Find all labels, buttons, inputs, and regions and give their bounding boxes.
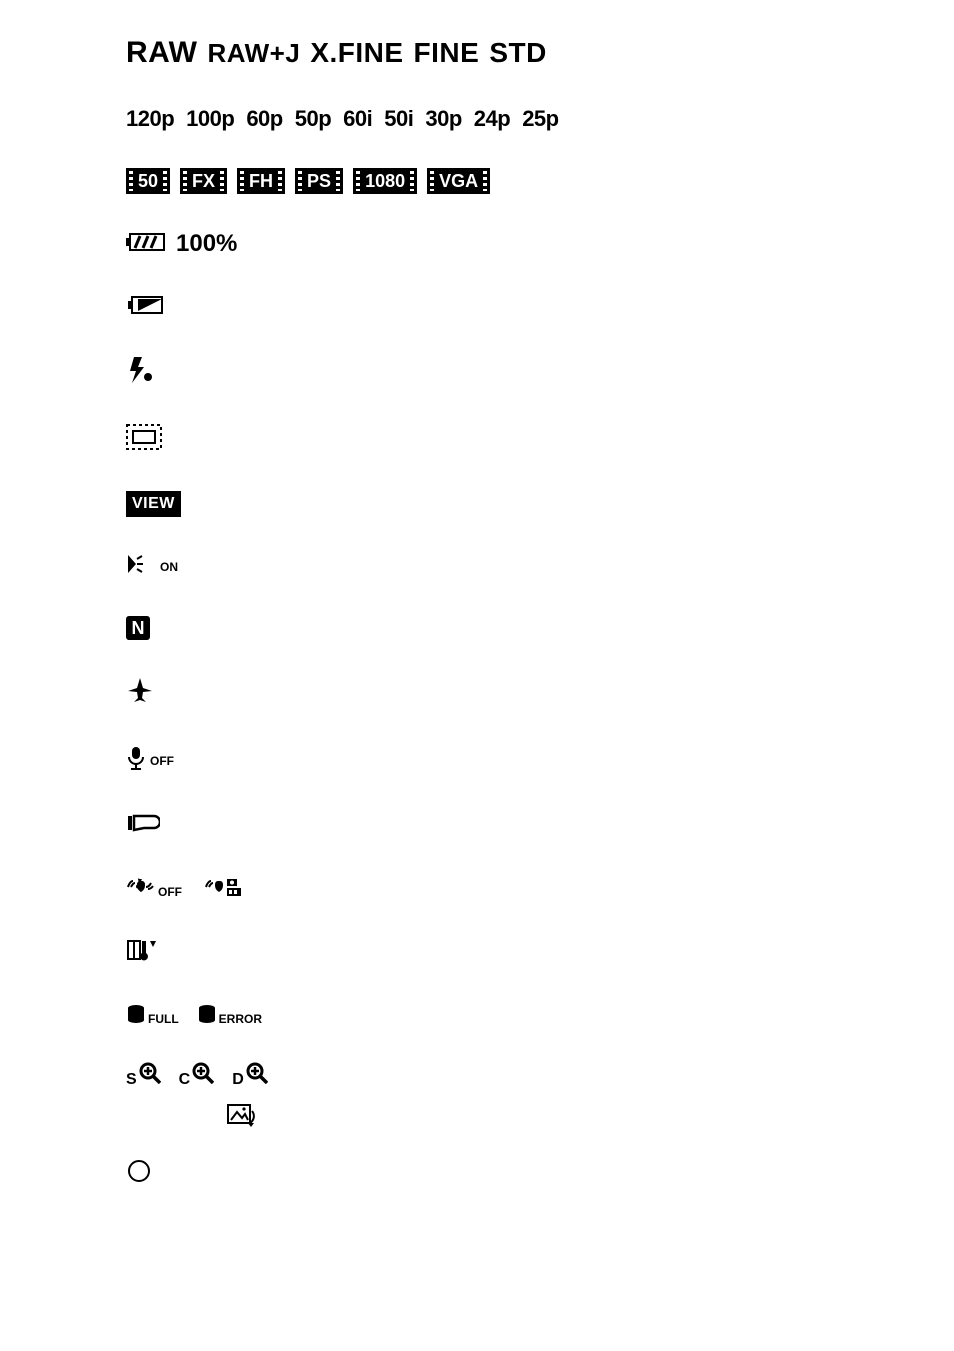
- record-mode-chip: 1080: [353, 168, 417, 194]
- digital-zoom: D: [232, 1062, 268, 1089]
- zoom-row: S C D: [126, 1062, 954, 1089]
- flash-charging-row: [126, 357, 954, 388]
- framerate-item: 50i: [384, 106, 413, 132]
- record-mode-chip: FX: [180, 168, 227, 194]
- quality-xfine: X.FINE: [310, 37, 403, 69]
- af-illuminator-row: ON: [126, 553, 954, 580]
- framerate-item: 25p: [522, 106, 558, 132]
- database-icon: [126, 1004, 146, 1026]
- framerate-item: 50p: [295, 106, 331, 132]
- clear-image-zoom: C: [179, 1062, 215, 1089]
- nfc-row: N: [126, 616, 954, 640]
- framerate-item: 120p: [126, 106, 174, 132]
- database-icon: [197, 1004, 217, 1026]
- spot-metering-row: [126, 1158, 954, 1189]
- image-quality-row: RAW RAW+J X.FINE FINE STD: [126, 36, 954, 70]
- overheat-icon: [126, 935, 158, 968]
- zoom-d-prefix: D: [232, 1071, 244, 1089]
- framing-overlay-icon: [126, 424, 162, 455]
- microphone-icon: [126, 745, 146, 776]
- indicator-reference-page: RAW RAW+J X.FINE FINE STD 120p 100p 60p …: [0, 0, 954, 1249]
- framerate-item: 30p: [425, 106, 461, 132]
- framing-overlay-row: [126, 424, 954, 455]
- usb-power-row: [126, 294, 954, 321]
- zoom-s-prefix: S: [126, 1071, 137, 1089]
- database-row: FULL ERROR: [126, 1004, 954, 1026]
- usb-power-icon: [126, 294, 166, 321]
- quality-fine: FINE: [414, 37, 480, 69]
- view-badge-row: VIEW: [126, 491, 954, 517]
- quality-std: STD: [489, 37, 547, 69]
- airplane-mode-row: [126, 676, 954, 709]
- smart-zoom: S: [126, 1062, 161, 1089]
- steadyshot-movie-icon: [204, 875, 244, 899]
- overheat-row: [126, 935, 954, 968]
- record-mode-chip: VGA: [427, 168, 490, 194]
- steadyshot-row: OFF: [126, 875, 954, 899]
- nfc-icon: N: [126, 616, 150, 640]
- battery-percent: 100%: [176, 230, 237, 258]
- zoom-c-prefix: C: [179, 1071, 191, 1089]
- steadyshot-off: OFF: [126, 875, 182, 899]
- wind-noise-row: [126, 812, 954, 839]
- record-mode-row: 50 FX FH PS 1080 VGA: [126, 168, 954, 194]
- database-error-label: ERROR: [219, 1012, 262, 1026]
- database-error: ERROR: [197, 1004, 262, 1026]
- framerate-row: 120p 100p 60p 50p 60i 50i 30p 24p 25p: [126, 106, 954, 132]
- steadyshot-off-label: OFF: [158, 885, 182, 899]
- image-rotate-cell: [226, 1103, 954, 1134]
- quality-raw: RAW: [126, 36, 198, 70]
- database-full-label: FULL: [148, 1012, 179, 1026]
- framerate-item: 24p: [474, 106, 510, 132]
- image-rotate-icon: [226, 1103, 258, 1129]
- framerate-item: 60i: [343, 106, 372, 132]
- af-illuminator-icon: [126, 553, 148, 580]
- record-mode-chip: FH: [237, 168, 285, 194]
- af-illuminator-suffix: ON: [160, 560, 178, 574]
- mic-off-row: OFF: [126, 745, 954, 776]
- battery-icon: [126, 231, 170, 258]
- framerate-item: 100p: [186, 106, 234, 132]
- battery-row: 100%: [126, 230, 954, 258]
- database-full: FULL: [126, 1004, 179, 1026]
- magnifier-plus-icon: [139, 1062, 161, 1084]
- magnifier-plus-icon: [192, 1062, 214, 1084]
- airplane-icon: [126, 676, 154, 709]
- record-mode-chip: 50: [126, 168, 170, 194]
- magnifier-plus-icon: [246, 1062, 268, 1084]
- mic-suffix: OFF: [150, 754, 174, 768]
- spot-circle-icon: [126, 1158, 152, 1189]
- wind-noise-icon: [126, 812, 160, 839]
- quality-raw-j: RAW+J: [208, 38, 301, 69]
- view-badge: VIEW: [126, 491, 181, 517]
- record-mode-chip: PS: [295, 168, 343, 194]
- flash-bolt-icon: [126, 357, 154, 388]
- framerate-item: 60p: [246, 106, 282, 132]
- steadyshot-movie: [204, 875, 244, 899]
- steadyshot-icon: [126, 875, 156, 899]
